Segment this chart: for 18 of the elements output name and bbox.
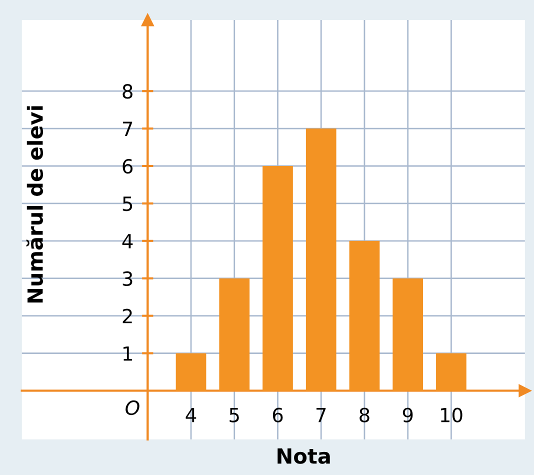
y-tick-label: 2 <box>122 308 132 324</box>
y-tick-label: 3 <box>122 271 132 286</box>
y-axis-title: Numărul de elevi <box>26 106 44 303</box>
x-tick-label: 4 <box>186 408 196 422</box>
y-tick-label: 4 <box>122 234 133 248</box>
y-tick-label: 1 <box>124 346 132 361</box>
text: O <box>126 400 140 416</box>
x-axis-title: Nota <box>278 448 330 464</box>
x-tick-label: 8 <box>360 408 370 422</box>
y-tick-label: 8 <box>122 84 132 99</box>
x-tick-label: 6 <box>272 408 283 422</box>
y-tick-label: 6 <box>122 158 133 174</box>
y-tick-label: 7 <box>122 122 132 136</box>
y-tick-label: 5 <box>122 196 132 212</box>
x-tick-label: 5 <box>230 408 239 422</box>
x-tick-label: 10 <box>440 408 462 422</box>
x-tick-label: 7 <box>316 408 326 422</box>
x-tick-label: 9 <box>402 408 413 422</box>
